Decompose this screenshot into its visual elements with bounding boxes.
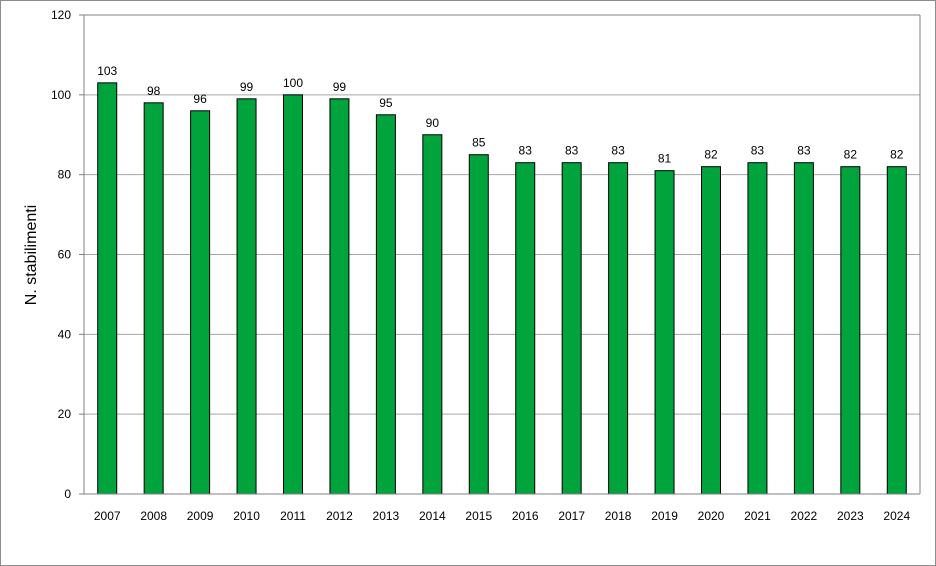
x-tick-label-2014: 2014 — [419, 509, 446, 523]
bar-2013 — [375, 114, 396, 495]
data-label-2022: 83 — [797, 144, 811, 158]
data-label-2009: 96 — [193, 92, 207, 106]
data-label-2021: 83 — [751, 144, 765, 158]
x-tick-label-2020: 2020 — [698, 509, 725, 523]
axes — [83, 14, 921, 495]
data-label-2013: 95 — [379, 96, 393, 110]
y-axis-label: N. stabilimenti — [23, 205, 40, 305]
x-tick-label-2009: 2009 — [187, 509, 214, 523]
bar-2018 — [608, 162, 629, 495]
data-labels: 103 98 96 99 100 99 95 90 85 83 83 83 81 82 83 83 82 82 — [97, 64, 904, 166]
x-tick-label-2007: 2007 — [94, 509, 121, 523]
x-axis-ticks: 2007 2008 2009 2010 2011 2012 2013 2014 2015 2016… — [94, 509, 911, 523]
bar-2008 — [143, 102, 164, 495]
data-label-2011: 100 — [283, 76, 303, 90]
data-label-2010: 99 — [240, 80, 254, 94]
x-tick-label-2018: 2018 — [605, 509, 632, 523]
bar-2024 — [886, 166, 907, 495]
bar-2010 — [236, 98, 257, 495]
bar-2017 — [561, 162, 582, 495]
bar-2012 — [329, 98, 350, 495]
data-label-2023: 82 — [844, 148, 858, 162]
x-tick-label-2019: 2019 — [651, 509, 678, 523]
x-tick-label-2023: 2023 — [837, 509, 864, 523]
bar-2022 — [793, 162, 814, 495]
bars — [97, 82, 907, 495]
data-label-2017: 83 — [565, 144, 579, 158]
x-tick-label-2021: 2021 — [744, 509, 771, 523]
data-label-2019: 81 — [658, 152, 672, 166]
bar-2015 — [468, 154, 489, 495]
bar-2020 — [701, 166, 721, 495]
bar-2019 — [654, 170, 675, 495]
x-tick-label-2015: 2015 — [465, 509, 492, 523]
y-tick-label: 80 — [58, 168, 72, 182]
y-tick-label: 20 — [58, 407, 72, 421]
x-tick-label-2024: 2024 — [883, 509, 910, 523]
x-tick-label-2012: 2012 — [326, 509, 353, 523]
data-label-2024: 82 — [890, 148, 904, 162]
bar-2023 — [840, 166, 861, 495]
bar-2011 — [283, 94, 303, 495]
x-tick-label-2010: 2010 — [233, 509, 260, 523]
bar-2016 — [515, 162, 536, 495]
x-tick-label-2022: 2022 — [791, 509, 818, 523]
x-tick-label-2011: 2011 — [280, 509, 306, 523]
y-tick-label: 60 — [58, 248, 72, 262]
data-label-2007: 103 — [97, 64, 117, 78]
bar-2007 — [97, 82, 118, 495]
x-tick-label-2016: 2016 — [512, 509, 539, 523]
bar-2021 — [747, 162, 768, 495]
data-label-2020: 82 — [704, 148, 718, 162]
y-tick-label: 120 — [51, 8, 71, 22]
bar-2014 — [422, 134, 443, 495]
data-label-2018: 83 — [611, 144, 625, 158]
x-tick-label-2008: 2008 — [140, 509, 167, 523]
y-tick-label: 0 — [64, 487, 71, 501]
x-tick-label-2013: 2013 — [373, 509, 400, 523]
x-tick-label-2017: 2017 — [558, 509, 585, 523]
data-label-2014: 90 — [426, 116, 440, 130]
y-axis-ticks: 0 20 40 60 80 100 120 — [51, 8, 84, 501]
data-label-2008: 98 — [147, 84, 161, 98]
data-label-2012: 99 — [333, 80, 347, 94]
bar-2009 — [190, 110, 211, 495]
data-label-2015: 85 — [472, 136, 486, 150]
y-tick-label: 40 — [58, 327, 72, 341]
y-tick-label: 100 — [51, 88, 71, 102]
data-label-2016: 83 — [519, 144, 533, 158]
